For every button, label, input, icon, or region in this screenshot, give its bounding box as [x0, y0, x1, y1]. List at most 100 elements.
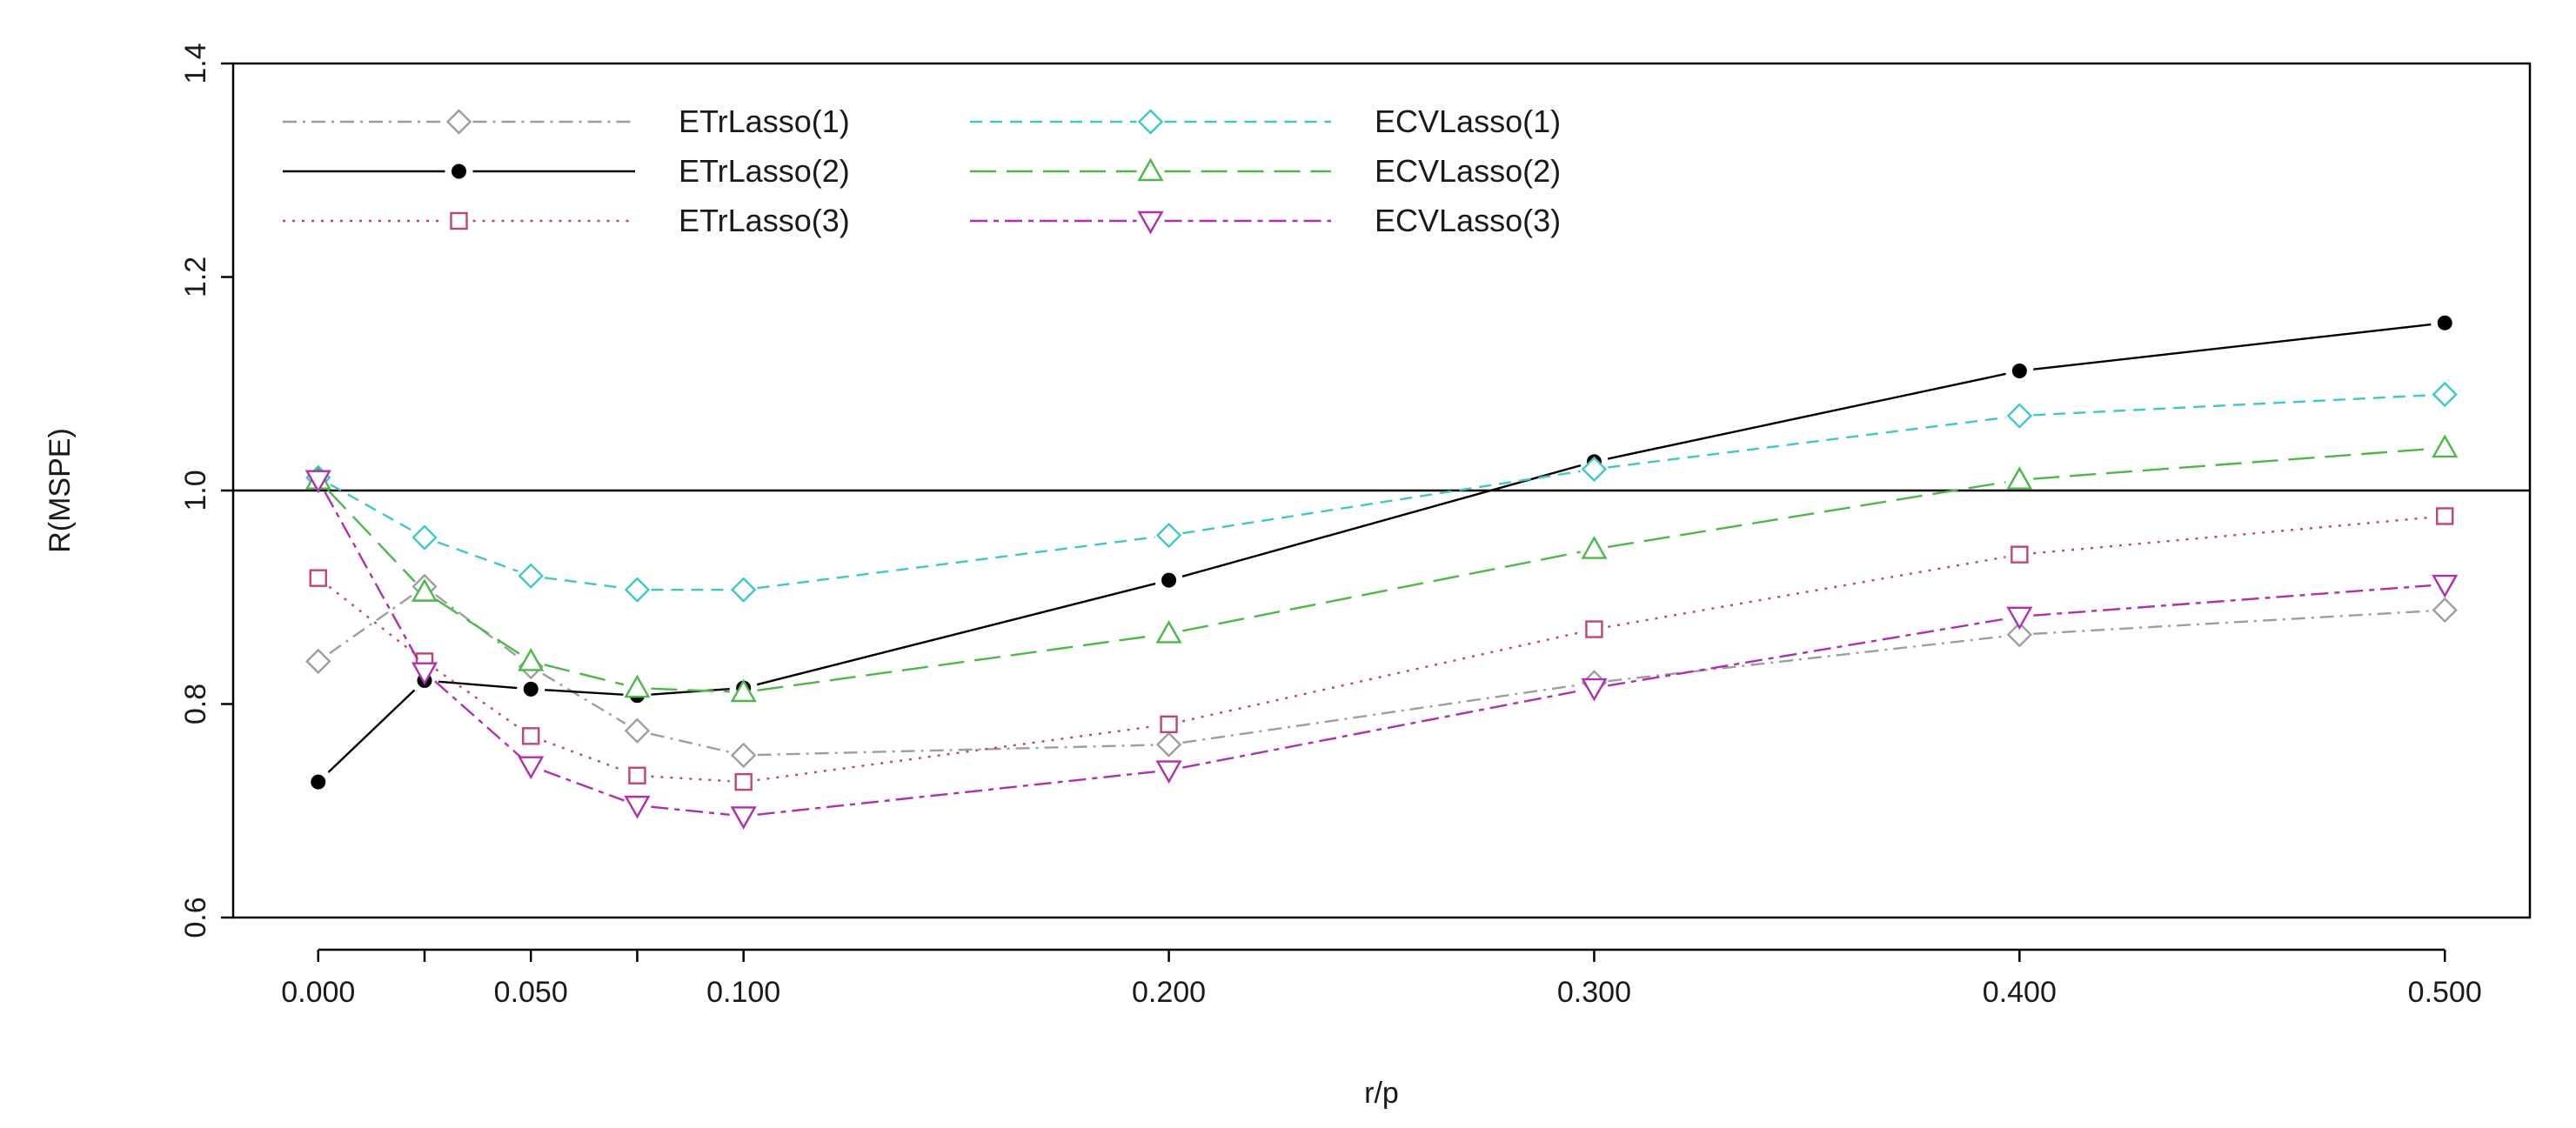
series-line-segment [435, 594, 521, 659]
legend-item: ETrLasso(1) [283, 103, 850, 139]
data-point [305, 648, 331, 675]
series-line-segment [2033, 610, 2432, 635]
series-line-segment [2033, 584, 2432, 617]
series-line-segment [438, 680, 518, 690]
legend-label: ECVLasso(3) [1375, 203, 1561, 238]
series-line-segment [324, 491, 419, 661]
series-line-segment [327, 689, 416, 773]
series-line-segment [1182, 689, 1581, 769]
data-point [2011, 545, 2029, 564]
series-ecvlasso-3- [304, 470, 2459, 830]
series-line-segment [757, 634, 1155, 691]
data-point [1160, 715, 1178, 734]
series-line-segment [1608, 635, 2006, 683]
legend-item: ETrLasso(3) [283, 203, 850, 238]
series-line-segment [651, 805, 730, 816]
x-tick-label: 0.500 [2408, 976, 2482, 1009]
series-line-segment [435, 598, 520, 655]
series-line-segment [1608, 617, 2006, 687]
y-axis-title: R(MSPE) [43, 428, 77, 553]
data-point [1155, 522, 1182, 549]
series-ecvlasso-1- [305, 381, 2458, 603]
series-etrlasso-2- [311, 315, 2452, 790]
series-line-segment [543, 770, 625, 802]
series-line-segment [650, 732, 731, 753]
series-line-segment [1608, 481, 2006, 549]
legend-label: ETrLasso(3) [679, 203, 850, 238]
y-tick-label: 1.4 [179, 43, 212, 83]
legend-label: ECVLasso(1) [1375, 103, 1561, 139]
data-point [1161, 572, 1177, 588]
legend-marker [1137, 109, 1164, 135]
data-point [628, 766, 646, 784]
data-point [411, 524, 438, 551]
data-point [2006, 622, 2033, 648]
data-point [1155, 731, 1182, 758]
series-line-segment [545, 689, 624, 696]
series-line-segment [2033, 323, 2432, 370]
data-point [411, 578, 438, 602]
legend-item: ECVLasso(2) [970, 153, 1561, 189]
series-line-segment [544, 577, 624, 590]
series-line-segment [651, 688, 730, 696]
data-point [624, 577, 651, 603]
series-ecvlasso-2- [304, 434, 2459, 703]
series-line-segment [1181, 631, 1582, 723]
series-line-segment [1182, 684, 1581, 744]
series-line-segment [326, 489, 416, 583]
series-line-segment [329, 593, 414, 655]
x-tick-label: 0.200 [1132, 976, 1206, 1009]
y-tick-label: 0.8 [179, 684, 212, 724]
y-tick-label: 1.2 [179, 257, 212, 297]
legend-marker [450, 211, 468, 230]
data-point [522, 727, 540, 745]
series-etrlasso-3- [309, 507, 2454, 791]
data-point [2006, 606, 2033, 631]
x-axis-title: r/p [1364, 1077, 1399, 1110]
series-line-segment [1608, 416, 2006, 469]
data-point [730, 577, 757, 603]
data-point [2432, 434, 2459, 458]
data-point [624, 718, 651, 744]
data-point [1581, 456, 1608, 483]
y-tick-label: 1.0 [179, 470, 212, 511]
series-line-segment [437, 541, 519, 572]
data-point [518, 756, 545, 780]
series-line-segment [2033, 394, 2432, 417]
legend-item: ETrLasso(2) [283, 153, 850, 189]
legend-label: ECVLasso(2) [1375, 153, 1561, 189]
data-point [311, 774, 326, 790]
data-point [518, 647, 545, 671]
legend-label: ETrLasso(1) [679, 103, 850, 139]
series-line-segment [756, 582, 1156, 686]
legend-item: ECVLasso(3) [970, 203, 1561, 238]
data-point [624, 674, 651, 698]
legend-marker [1137, 157, 1164, 182]
legend-item: ECVLasso(1) [970, 103, 1561, 139]
series-line-segment [1607, 556, 2006, 628]
data-point [2006, 466, 2033, 490]
data-point [518, 563, 544, 589]
data-point [730, 678, 757, 703]
legend-marker [452, 164, 466, 179]
x-tick-label: 0.400 [1983, 976, 2057, 1009]
data-point [1581, 677, 1608, 702]
data-point [624, 795, 651, 819]
data-point [730, 806, 757, 830]
y-tick-label: 0.6 [179, 897, 212, 938]
series-line-segment [1182, 551, 1581, 632]
data-point [2437, 315, 2452, 330]
series-line-segment [1182, 470, 1581, 535]
data-point [523, 681, 539, 697]
x-tick-label: 0.100 [706, 976, 780, 1009]
data-point [734, 772, 753, 791]
x-tick-label: 0.000 [281, 976, 355, 1009]
data-point [730, 742, 757, 769]
data-point [2006, 403, 2033, 429]
series-line-segment [1607, 372, 2006, 460]
series-line-segment [330, 484, 413, 532]
series-line-segment [651, 687, 730, 693]
data-point [1581, 536, 1608, 559]
